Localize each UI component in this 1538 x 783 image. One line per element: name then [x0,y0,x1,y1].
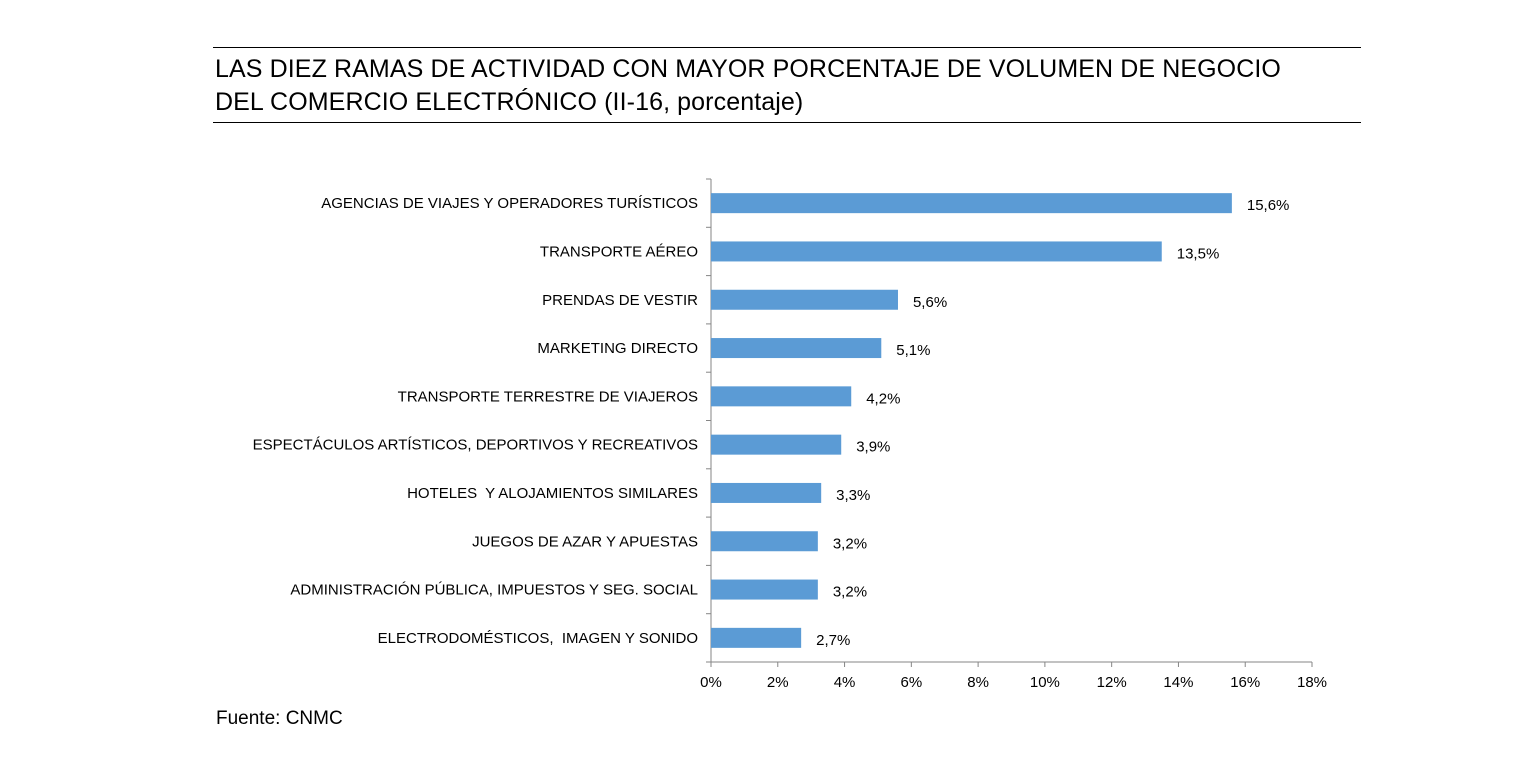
data-label: 15,6% [1247,197,1290,214]
data-label: 13,5% [1177,245,1220,262]
category-label: JUEGOS DE AZAR Y APUESTAS [472,533,698,550]
x-tick-label: 0% [700,674,722,691]
data-label: 2,7% [816,632,850,649]
data-label: 3,2% [833,535,867,552]
bar [711,482,822,503]
x-tick-labels: 0% 2% 4% 6% 8% 10% 12% 14% 16% 18% [700,674,1327,691]
x-tick-label: 2% [767,674,789,691]
x-tick-label: 4% [834,674,856,691]
bars [711,193,1232,648]
data-label: 4,2% [866,390,900,407]
category-label: MARKETING DIRECTO [537,340,698,357]
data-label: 5,6% [913,294,947,311]
x-tick-label: 14% [1163,674,1193,691]
bar [711,289,898,310]
chart-title-line-1: LAS DIEZ RAMAS DE ACTIVIDAD CON MAYOR PO… [215,55,1281,83]
data-labels: 15,6% 13,5% 5,6% 5,1% 4,2% 3,9% 3,3% 3,2% 3,2% 2,… [816,197,1289,649]
bar [711,193,1232,214]
chart-title-block: LAS DIEZ RAMAS DE ACTIVIDAD CON MAYOR PO… [213,47,1361,123]
chart-title-line-2: DEL COMERCIO ELECTRÓNICO (II-16, porcent… [215,88,804,116]
category-labels: AGENCIAS DE VIAJES Y OPERADORES TURÍSTIC… [253,195,699,647]
category-label: TRANSPORTE TERRESTRE DE VIAJEROS [398,388,698,405]
data-label: 3,3% [836,487,870,504]
bar [711,241,1162,262]
bar [711,386,852,407]
category-label: HOTELES Y ALOJAMIENTOS SIMILARES [407,485,698,502]
bar [711,579,818,600]
bar [711,434,842,455]
x-tick-label: 10% [1030,674,1060,691]
x-tick-label: 16% [1230,674,1260,691]
bar [711,338,882,359]
x-tick-label: 18% [1297,674,1327,691]
x-tick-label: 8% [967,674,989,691]
bar [711,627,802,648]
bar [711,531,818,552]
category-label: AGENCIAS DE VIAJES Y OPERADORES TURÍSTIC… [321,195,698,212]
x-tick-label: 12% [1097,674,1127,691]
category-label: ESPECTÁCULOS ARTÍSTICOS, DEPORTIVOS Y RE… [253,437,698,454]
source-note: Fuente: CNMC [216,708,343,729]
x-axis [710,661,1313,667]
y-axis [706,178,712,663]
category-label: ADMINISTRACIÓN PÚBLICA, IMPUESTOS Y SEG.… [290,582,698,599]
data-label: 3,9% [856,439,890,456]
data-label: 3,2% [833,584,867,601]
data-label: 5,1% [896,342,930,359]
category-label: ELECTRODOMÉSTICOS, IMAGEN Y SONIDO [378,630,698,647]
category-label: PRENDAS DE VESTIR [542,292,698,309]
category-label: TRANSPORTE AÉREO [540,243,698,260]
x-tick-label: 6% [900,674,922,691]
